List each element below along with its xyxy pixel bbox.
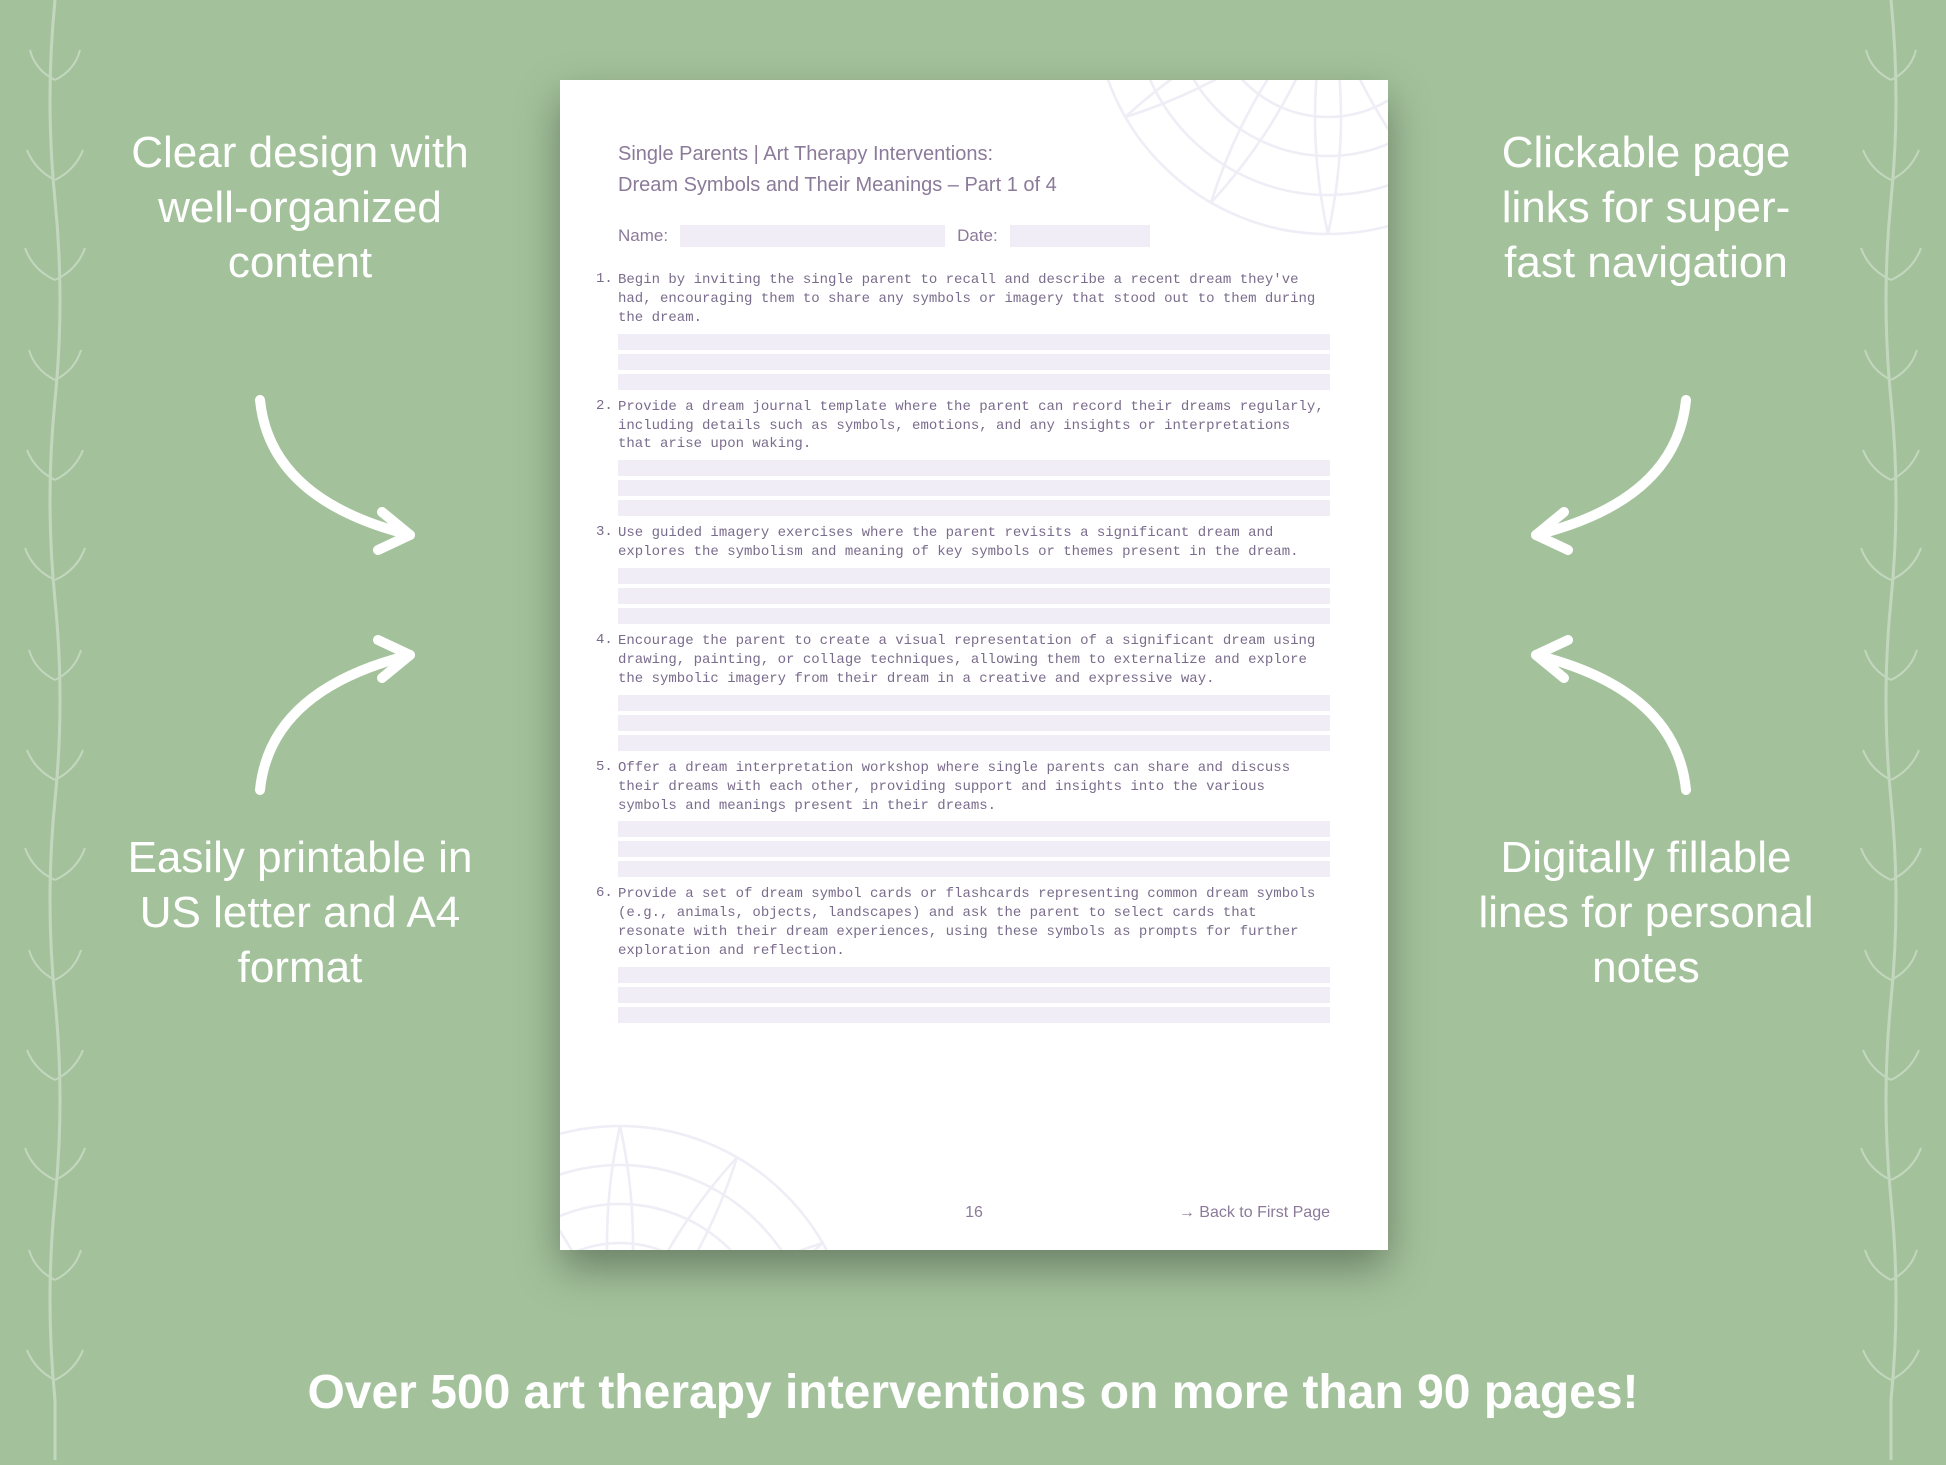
- arrow-top-left: [200, 380, 460, 580]
- arrow-bottom-right: [1486, 630, 1746, 810]
- item-number: 5.: [596, 759, 613, 775]
- fillable-lines[interactable]: [618, 334, 1330, 390]
- list-item: 5.Offer a dream interpretation workshop …: [618, 759, 1330, 878]
- vine-decoration-right: [1851, 0, 1931, 1460]
- item-number: 1.: [596, 271, 613, 287]
- fillable-lines[interactable]: [618, 967, 1330, 1023]
- items-list: 1.Begin by inviting the single parent to…: [618, 271, 1330, 1023]
- fillable-lines[interactable]: [618, 821, 1330, 877]
- item-text: Provide a set of dream symbol cards or f…: [618, 885, 1330, 961]
- name-label: Name:: [618, 226, 668, 246]
- callout-bottom-left: Easily printable in US letter and A4 for…: [120, 830, 480, 995]
- name-input[interactable]: [680, 225, 945, 247]
- callout-top-left: Clear design with well-organized content: [130, 125, 470, 290]
- item-number: 4.: [596, 632, 613, 648]
- item-text: Offer a dream interpretation workshop wh…: [618, 759, 1330, 816]
- item-number: 3.: [596, 524, 613, 540]
- arrow-bottom-left: [200, 630, 460, 810]
- list-item: 2.Provide a dream journal template where…: [618, 398, 1330, 517]
- item-text: Encourage the parent to create a visual …: [618, 632, 1330, 689]
- list-item: 3.Use guided imagery exercises where the…: [618, 524, 1330, 624]
- item-number: 6.: [596, 885, 613, 901]
- mandala-decoration-bottom: [560, 1100, 880, 1250]
- item-text: Use guided imagery exercises where the p…: [618, 524, 1330, 562]
- back-to-first-page-link[interactable]: → Back to First Page: [1179, 1204, 1330, 1222]
- list-item: 6.Provide a set of dream symbol cards or…: [618, 885, 1330, 1023]
- fillable-lines[interactable]: [618, 460, 1330, 516]
- page-title-line1: Single Parents | Art Therapy Interventio…: [618, 138, 1330, 170]
- date-label: Date:: [957, 226, 998, 246]
- item-text: Provide a dream journal template where t…: [618, 398, 1330, 455]
- list-item: 4.Encourage the parent to create a visua…: [618, 632, 1330, 751]
- mandala-decoration-top: [1068, 80, 1388, 260]
- item-number: 2.: [596, 398, 613, 414]
- page-footer: 16 → Back to First Page: [618, 1204, 1330, 1222]
- list-item: 1.Begin by inviting the single parent to…: [618, 271, 1330, 390]
- arrow-top-right: [1486, 380, 1746, 580]
- callout-top-right: Clickable page links for super-fast navi…: [1476, 125, 1816, 290]
- page-number: 16: [965, 1204, 983, 1222]
- document-page: Single Parents | Art Therapy Interventio…: [560, 80, 1388, 1250]
- callout-bottom-right: Digitally fillable lines for personal no…: [1476, 830, 1816, 995]
- bottom-banner: Over 500 art therapy interventions on mo…: [0, 1365, 1946, 1420]
- item-text: Begin by inviting the single parent to r…: [618, 271, 1330, 328]
- fillable-lines[interactable]: [618, 568, 1330, 624]
- fillable-lines[interactable]: [618, 695, 1330, 751]
- vine-decoration-left: [15, 0, 95, 1460]
